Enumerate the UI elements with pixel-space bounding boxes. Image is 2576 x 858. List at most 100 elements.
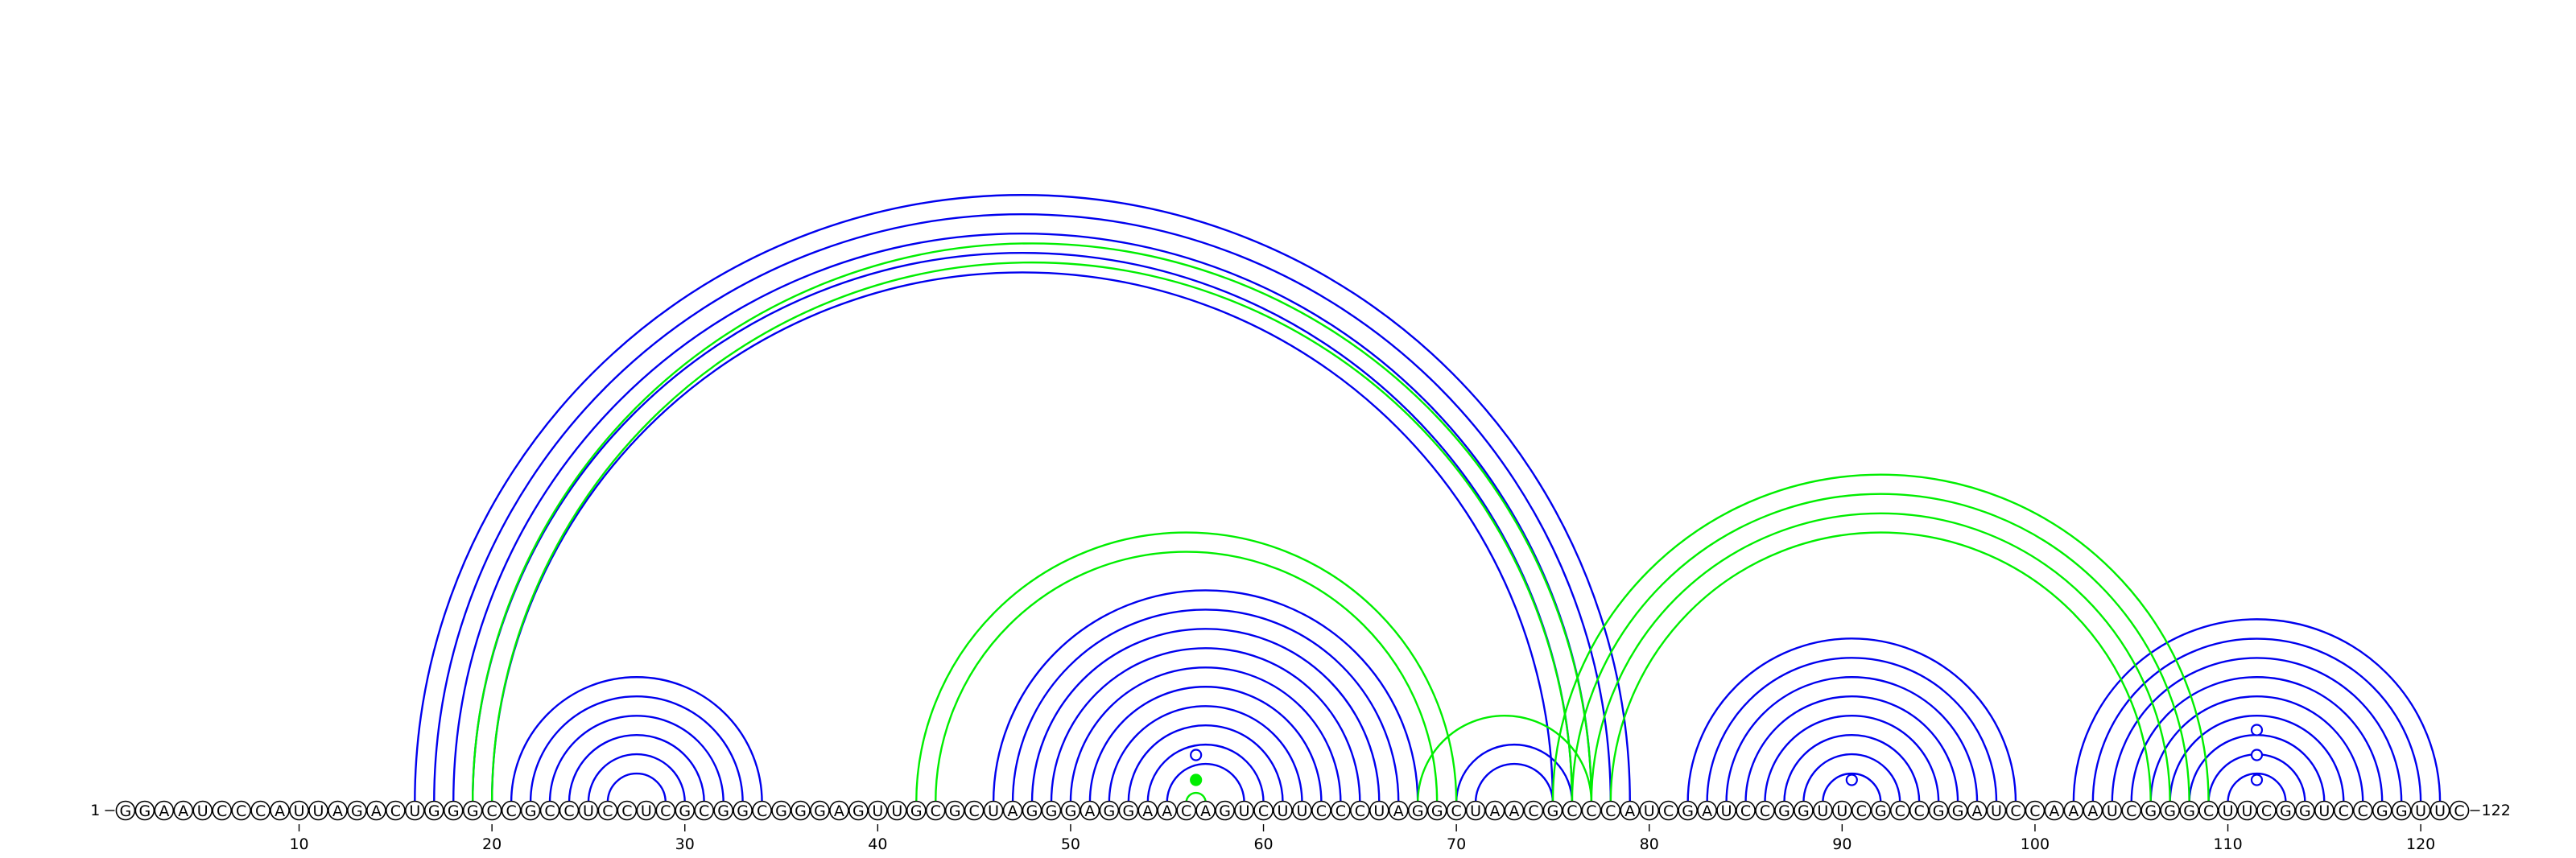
- unpaired-marker: [2250, 749, 2264, 761]
- nucleotide-circle: [1157, 800, 1178, 821]
- nucleotide: G: [134, 800, 155, 821]
- nucleotide-circle: [289, 800, 309, 821]
- nucleotide: C: [2334, 800, 2354, 821]
- nucleotide-circle: [2429, 800, 2450, 821]
- nucleotide-letter: C: [602, 802, 613, 820]
- nucleotide-letter: G: [2376, 802, 2388, 820]
- nucleotide-letter: A: [2087, 802, 2098, 820]
- nucleotide: U: [887, 800, 907, 821]
- nucleotide-letter: C: [390, 802, 401, 820]
- nucleotide: C: [1253, 800, 1274, 821]
- nucleotide-letter: U: [1644, 802, 1655, 820]
- unpaired-marker: [2250, 724, 2264, 736]
- nucleotide-letter: G: [1103, 802, 1115, 820]
- structure-b-arc-78-106: [1609, 531, 2152, 803]
- nucleotide-letter: G: [1412, 802, 1424, 820]
- nucleotide-letter: A: [1200, 802, 1211, 820]
- nucleotide-letter: G: [949, 802, 961, 820]
- nucleotide: C: [2005, 800, 2026, 821]
- unpaired-marker: [2250, 773, 2264, 786]
- structure-a-arc-21-34: [510, 676, 763, 803]
- nucleotide-letter: G: [2396, 802, 2408, 820]
- nucleotide-circle: [1755, 800, 1775, 821]
- nucleotide-circle: [944, 800, 965, 821]
- nucleotide-circle: [2121, 800, 2142, 821]
- nucleotide-circle: [617, 800, 638, 821]
- structure-b-arcs: [471, 241, 2210, 803]
- nucleotide-letter: C: [757, 802, 767, 820]
- nucleotide: U: [636, 800, 657, 821]
- nucleotide-letter: U: [2318, 802, 2330, 820]
- structure-a-arc-24-31: [568, 734, 705, 803]
- nucleotide-circle: [2218, 800, 2238, 821]
- nucleotide-letter: A: [275, 802, 285, 820]
- nucleotide-circle: [1137, 800, 1158, 821]
- nucleotide-circle: [1794, 800, 1814, 821]
- nucleotide-circle: [520, 800, 541, 821]
- position-ticks: 10 20 30 40 50 60 70 80 90 100 110 120: [289, 824, 2435, 853]
- nucleotide-circle: [733, 800, 753, 821]
- nucleotide-letter: G: [1933, 802, 1945, 820]
- nucleotide-letter: A: [1509, 802, 1520, 820]
- nucleotide-circle: [115, 800, 136, 821]
- nucleotide-letter: C: [2358, 802, 2368, 820]
- nucleotide-letter: U: [2223, 802, 2234, 820]
- nucleotide: C: [559, 800, 580, 821]
- nucleotide-letter: G: [1431, 802, 1443, 820]
- nucleotide-letter: C: [1316, 802, 1327, 820]
- nucleotide-letter: U: [294, 802, 305, 820]
- structure-a-arc-54-60: [1146, 743, 1265, 803]
- nucleotide-circle: [1311, 800, 1331, 821]
- nucleotide-circle: [675, 800, 696, 821]
- nucleotide-circle: [423, 800, 444, 821]
- nucleotide-letter: G: [814, 802, 826, 820]
- nucleotide: G: [1022, 800, 1042, 821]
- nucleotide-letter: G: [1682, 802, 1694, 820]
- structure-a-arc-86-95: [1764, 714, 1940, 803]
- nucleotide-circle: [1426, 800, 1447, 821]
- structure-a-arc-87-94: [1783, 734, 1921, 803]
- nucleotide: C: [1889, 800, 1910, 821]
- nucleotide-letter: G: [1952, 802, 1964, 820]
- nucleotide-letter: U: [1817, 802, 1828, 820]
- nucleotide-circle: [2102, 800, 2123, 821]
- nucleotide-letter: C: [1335, 802, 1346, 820]
- nucleotide-circle: [1600, 800, 1621, 821]
- nucleotide: A: [1697, 800, 1717, 821]
- nucleotide-circle: [868, 800, 888, 821]
- nucleotide: G: [848, 800, 869, 821]
- nucleotide-circle: [829, 800, 849, 821]
- tick-label: 80: [1640, 835, 1659, 853]
- nucleotide-letter: A: [834, 802, 844, 820]
- structure-b-arc-68-77: [1417, 714, 1593, 803]
- nucleotide: A: [2083, 800, 2103, 821]
- start-label: 1: [90, 802, 100, 819]
- nucleotide: A: [1137, 800, 1158, 821]
- nucleotide-circle: [2083, 800, 2103, 821]
- nucleotide-circle: [154, 800, 175, 821]
- nucleotide-letter: C: [699, 802, 709, 820]
- nucleotide: G: [1407, 800, 1428, 821]
- nucleotide: G: [733, 800, 753, 821]
- nucleotide-circle: [559, 800, 580, 821]
- nucleotide: U: [404, 800, 425, 821]
- nucleotide-circle: [1484, 800, 1505, 821]
- tick-label: 30: [675, 835, 695, 853]
- structure-a-arc-102-121: [2072, 618, 2442, 803]
- nucleotide: A: [173, 800, 194, 821]
- nucleotide-circle: [1562, 800, 1583, 821]
- nucleotide: U: [192, 800, 213, 821]
- nucleotide-letter: C: [486, 802, 497, 820]
- nucleotide-letter: C: [2203, 802, 2214, 820]
- nucleotide: C: [1350, 800, 1370, 821]
- nucleotide-circle: [2314, 800, 2334, 821]
- nucleotide-circle: [694, 800, 715, 821]
- structure-a-arc-106-117: [2149, 695, 2364, 803]
- tick-label: 40: [868, 835, 887, 853]
- nucleotide: C: [1311, 800, 1331, 821]
- nucleotide-circle: [848, 800, 869, 821]
- nucleotide-circle: [328, 800, 348, 821]
- nucleotide: C: [1909, 800, 1930, 821]
- nucleotide: C: [212, 800, 233, 821]
- nucleotide-circle: [231, 800, 251, 821]
